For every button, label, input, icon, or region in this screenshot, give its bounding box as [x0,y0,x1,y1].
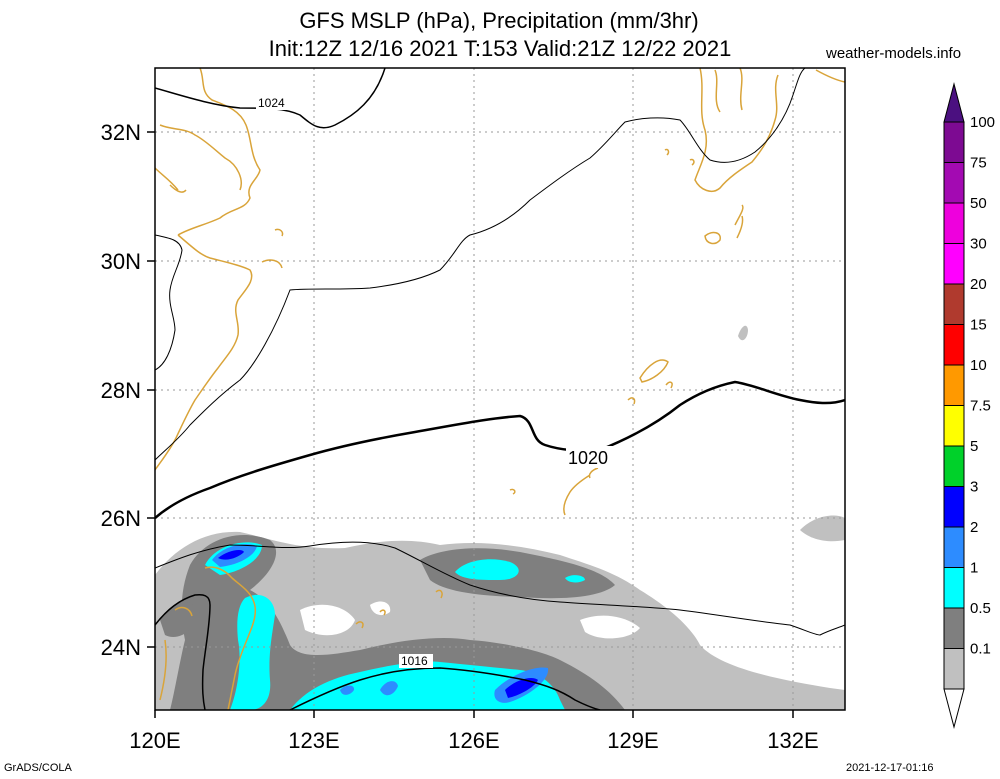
coastlines [155,68,845,710]
legend-swatch [943,445,965,487]
precip-legend: 100 75 50 30 20 15 10 7.5 5 3 2 1 0.5 0.1 [943,82,995,729]
legend-top-arrow [943,82,965,123]
legend-label: 3 [970,479,978,496]
isobar-1024 [155,68,386,129]
legend-swatch [943,121,965,163]
isobar-labels: 1024 1020 1016 [256,96,616,668]
legend-label: 10 [970,357,987,374]
legend-swatch [943,243,965,285]
lat-lon-grid [155,68,845,710]
lon-label-120e: 120E [129,728,180,753]
isobar-1022-east [155,68,806,461]
legend-swatch [943,648,965,690]
legend-label: 50 [970,195,987,212]
legend-swatch [943,567,965,609]
map-plot [155,68,845,710]
footer-timestamp: 2021-12-17-01:16 [846,762,934,774]
legend-label: 100 [970,114,995,131]
legend-swatch [943,607,965,649]
legend-label: 5 [970,438,978,455]
legend-bottom-arrow [943,688,965,729]
lon-label-126e: 126E [448,728,499,753]
isobar-label-1016: 1016 [401,654,428,668]
legend-label: 1 [970,560,978,577]
legend-label: 15 [970,317,987,334]
legend-label: 2 [970,519,978,536]
isobar-taiwan [155,593,211,710]
tick-marks [147,131,794,718]
legend-label: 75 [970,155,987,172]
title-line-2: Init:12Z 12/16 2021 T:153 Valid:21Z 12/2… [268,36,732,61]
legend-swatch [943,486,965,528]
legend-swatch [943,405,965,447]
legend-label: 20 [970,276,987,293]
isobar-1022 [155,234,183,371]
site-credit: weather-models.info [826,45,962,62]
isobar-1018 [155,541,845,636]
legend-swatch [943,324,965,366]
legend-swatch [943,526,965,568]
isobar-1020 [155,380,845,519]
isobar-label-1024: 1024 [258,96,285,110]
lon-label-129e: 129E [607,728,658,753]
legend-label: 7.5 [970,398,991,415]
isobar-1016 [289,667,601,710]
map-frame [154,67,846,711]
lat-label-30n: 30N [101,249,141,274]
legend-label: 0.5 [970,600,991,617]
lat-labels: 32N 30N 28N 26N 24N [101,120,141,660]
lat-label-26n: 26N [101,506,141,531]
legend-swatch [943,202,965,244]
legend-swatch [943,364,965,406]
footer-credit: GrADS/COLA [4,762,72,774]
legend-swatch [943,162,965,204]
precip-intense [218,550,538,698]
legend-label: 0.1 [970,641,991,658]
lat-label-28n: 28N [101,378,141,403]
lat-label-24n: 24N [101,635,141,660]
lon-label-132e: 132E [767,728,818,753]
lat-label-32n: 32N [101,120,141,145]
isobars [155,68,845,710]
legend-label: 30 [970,236,987,253]
lon-labels: 120E 123E 126E 129E 132E [129,728,818,753]
title-line-1: GFS MSLP (hPa), Precipitation (mm/3hr) [299,8,699,33]
legend-swatch [943,283,965,325]
isobar-label-1020: 1020 [568,448,608,468]
lon-label-123e: 123E [288,728,339,753]
